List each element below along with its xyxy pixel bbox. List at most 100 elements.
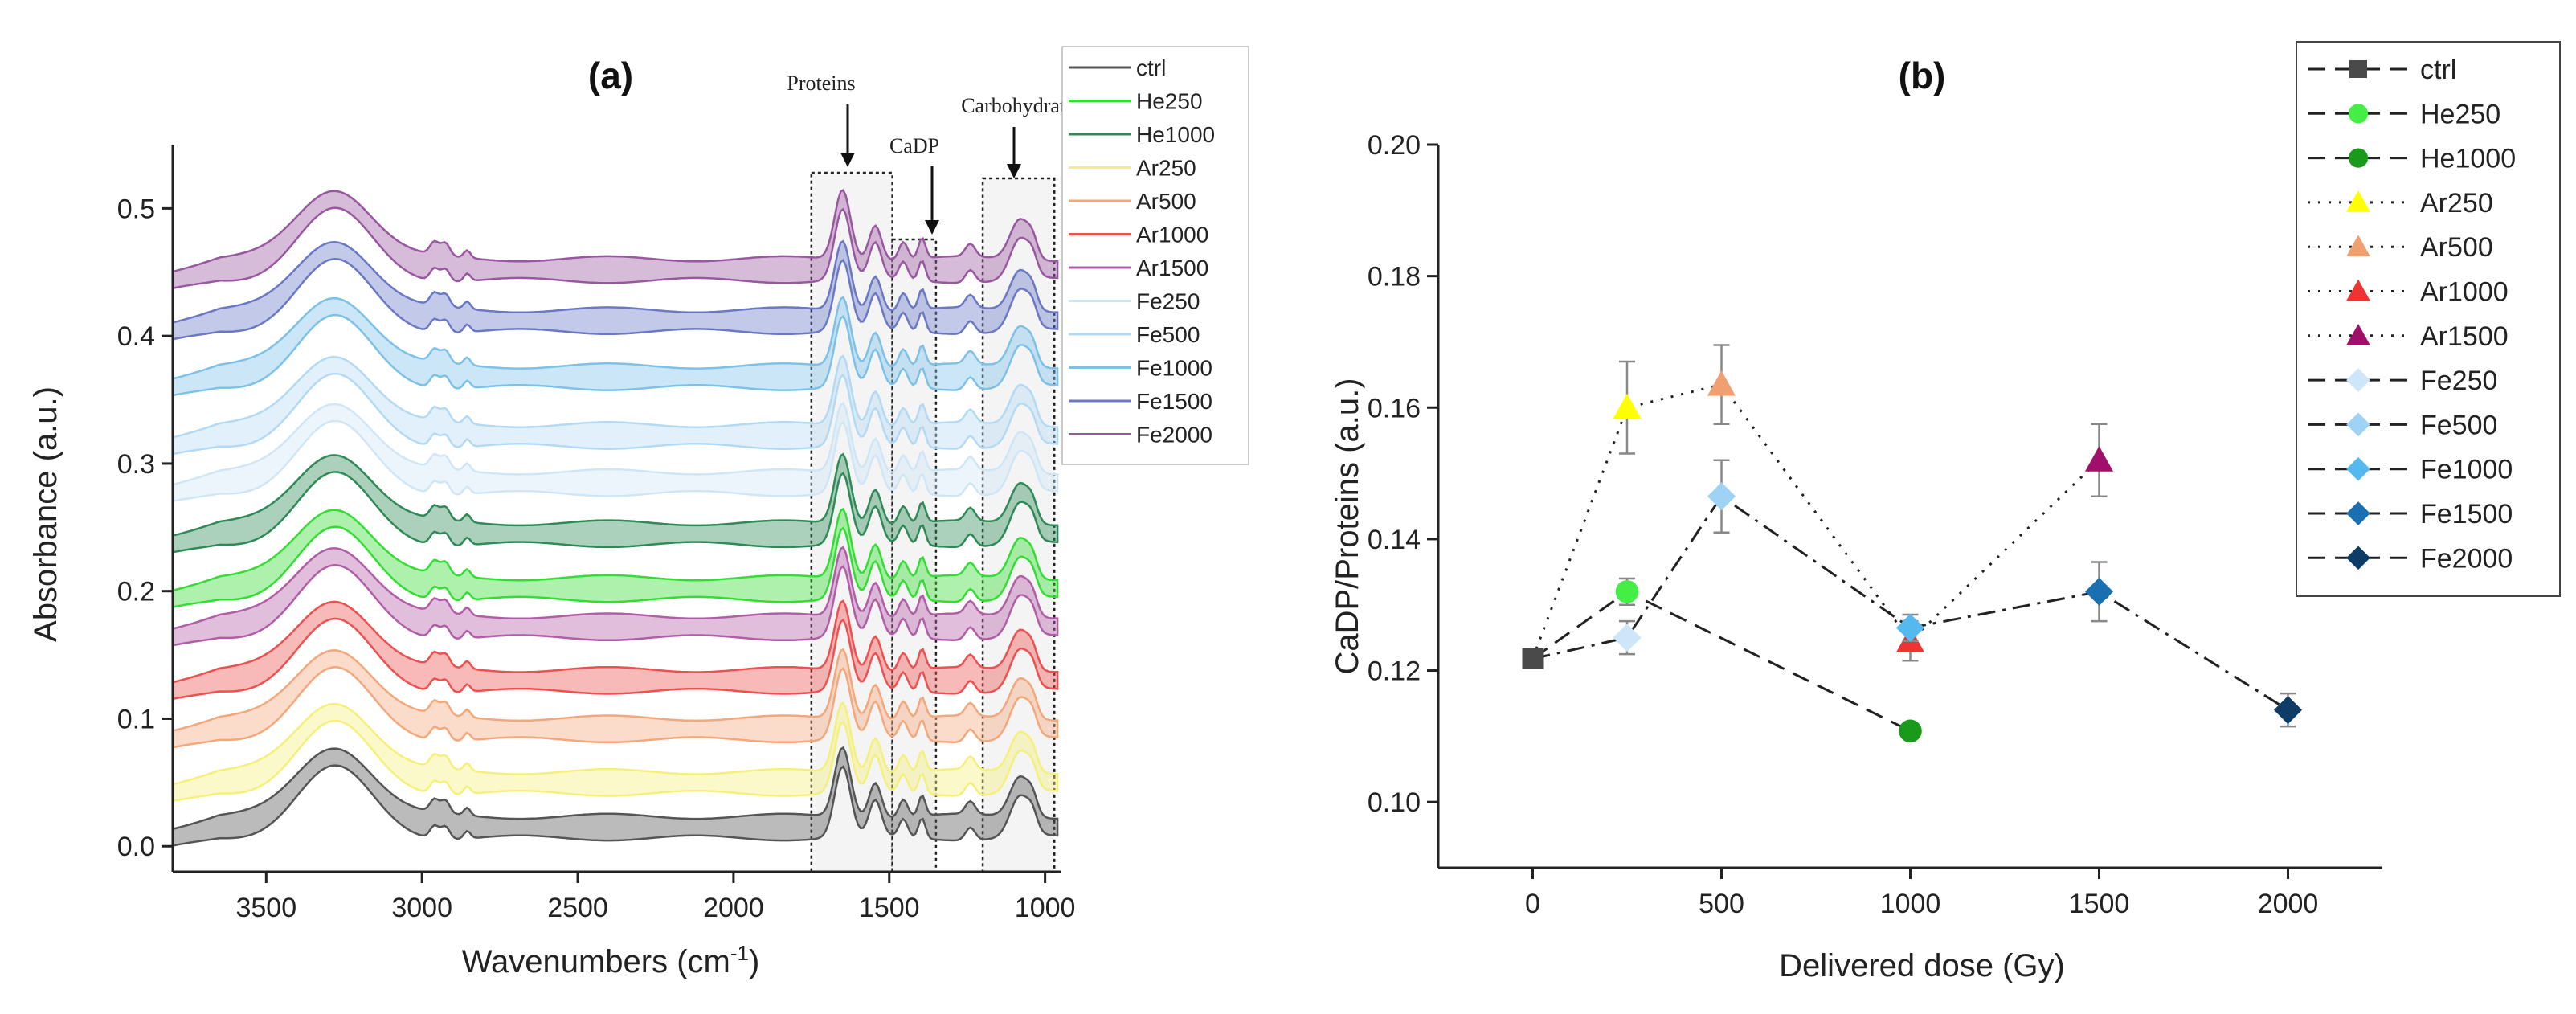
legend-b-marker-he250 [2348, 104, 2369, 124]
legend-b-label-fe250: Fe250 [2420, 366, 2497, 396]
legend-a-label-fe1000: Fe1000 [1136, 356, 1212, 381]
data-point-fe250 [1613, 624, 1642, 652]
legend-b-label-ar1000: Ar1000 [2420, 277, 2509, 308]
spectrum-ar1000 [171, 599, 1059, 701]
panel-a-spectra-lines [171, 188, 1059, 848]
panel-b-x-axis-label: Delivered dose (Gy) [1779, 948, 2065, 983]
legend-b-label-ar500: Ar500 [2420, 232, 2493, 263]
b-y-tick-label-0.18: 0.18 [1368, 262, 1421, 292]
legend-b-label-ctrl: ctrl [2420, 55, 2456, 85]
legend-a-label-ar250: Ar250 [1136, 156, 1196, 181]
b-y-tick-label-0.16: 0.16 [1368, 393, 1421, 423]
legend-b-box [2296, 41, 2561, 597]
b-x-tick-label-0: 0 [1525, 889, 1540, 919]
b-y-tick-label-0.1: 0.10 [1368, 787, 1421, 818]
legend-b-label-fe500: Fe500 [2420, 410, 2497, 440]
spectrum-ar1500 [171, 546, 1059, 647]
spectrum-he250 [171, 507, 1059, 609]
legend-a-label-fe1500: Fe1500 [1136, 389, 1212, 414]
spectrum-ar250 [171, 701, 1059, 803]
legend-b-marker-ar1500 [2346, 323, 2370, 345]
panel-a-y-axis-label: Absorbance (a.u.) [28, 386, 63, 642]
y-tick-label-0: 0.0 [117, 832, 155, 862]
y-tick-label-0.2: 0.2 [117, 577, 155, 607]
data-point-ar1500 [2084, 446, 2114, 472]
panel-b-axes: 0 500 1000 1500 2000 0.10 0.12 0.14 0.16 0.18 0.20 [1368, 130, 2382, 919]
legend-b-marker-fe250 [2346, 368, 2370, 392]
spectrum-fe2000 [171, 188, 1059, 290]
legend-b-label-fe2000: Fe2000 [2420, 543, 2513, 574]
b-x-tick-label-1000: 1000 [1880, 889, 1941, 919]
connecting-line-ar [1531, 382, 2100, 660]
x-tick-label-2000: 2000 [703, 893, 764, 923]
legend-b-marker-fe1000 [2346, 456, 2370, 481]
data-point-ctrl [1522, 648, 1544, 669]
b-y-tick-label-0.12: 0.12 [1368, 656, 1421, 687]
panel-a-axes: 3500 3000 2500 2000 1500 1000 0.0 0.1 0.2 0.3 0.4 0… [117, 72, 1083, 923]
data-point-fe500 [1707, 482, 1736, 511]
panel-a-title: (a) [588, 55, 633, 96]
legend-b-marker-fe1500 [2346, 501, 2370, 525]
b-y-tick-label-0.14: 0.14 [1368, 525, 1421, 555]
legend-a-label-ar500: Ar500 [1136, 189, 1196, 214]
legend-a-label-ctrl: ctrl [1136, 55, 1166, 80]
legend-b-label-ar250: Ar250 [2420, 188, 2493, 219]
legend-b-marker-ar500 [2346, 235, 2370, 257]
legend-b-label-he250: He250 [2420, 99, 2500, 129]
legend-a-label-fe250: Fe250 [1136, 289, 1200, 314]
data-point-ar500 [1707, 370, 1736, 396]
x-tick-label-1000: 1000 [1015, 893, 1076, 923]
data-point-he250 [1615, 580, 1639, 603]
data-point-fe1500 [2084, 577, 2114, 606]
legend-a-label-ar1000: Ar1000 [1136, 223, 1208, 247]
legend-b-marker-ctrl [2349, 60, 2367, 78]
legend-a-label-ar1500: Ar1500 [1136, 256, 1208, 280]
data-point-he1000 [1899, 719, 1922, 743]
data-point-fe1000 [1895, 613, 1925, 642]
panel-a-spectra: (a) Absorbance (a.u.) Wavenumbers (cm-1)… [28, 46, 1249, 979]
panel-a-x-axis-label: Wavenumbers (cm-1) [462, 941, 760, 979]
spectrum-fe1000 [171, 296, 1059, 397]
spectrum-fe1500 [171, 239, 1059, 341]
data-point-fe2000 [2273, 696, 2303, 725]
legend-b-label-ar1500: Ar1500 [2420, 321, 2509, 352]
spectrum-ar500 [171, 648, 1059, 749]
spectrum-ctrl [171, 746, 1059, 848]
legend-b-marker-fe2000 [2346, 546, 2370, 570]
y-tick-label-0.5: 0.5 [117, 194, 155, 224]
panel-a-legend: ctrl He250 He1000 Ar250 Ar500 Ar1000 Ar1500 Fe2… [1061, 46, 1249, 465]
legend-a-box [1061, 46, 1249, 465]
spectrum-fe250 [171, 402, 1059, 503]
legend-a-label-fe500: Fe500 [1136, 322, 1200, 347]
connecting-line-fe [1532, 494, 2289, 711]
x-tick-label-2500: 2500 [547, 893, 608, 923]
legend-b-marker-he1000 [2348, 148, 2369, 168]
y-tick-label-0.4: 0.4 [117, 321, 155, 352]
legend-a-label-fe2000: Fe2000 [1136, 423, 1212, 448]
panel-b-legend: ctrl He250 He1000 Ar250 Ar500 Ar1000 Ar1500 Fe2… [2296, 41, 2561, 597]
panel-b-data-points [1522, 344, 2303, 743]
legend-b-label-fe1000: Fe1000 [2420, 455, 2513, 485]
connecting-line-he [1531, 590, 1912, 733]
panel-b-connecting-lines [1531, 382, 2289, 733]
annotation-cadp: CaDP [889, 134, 939, 157]
y-tick-label-0.3: 0.3 [117, 449, 155, 480]
legend-b-label-he1000: He1000 [2420, 144, 2516, 174]
b-x-tick-label-500: 500 [1699, 889, 1744, 919]
legend-a-label-he1000: He1000 [1136, 122, 1215, 147]
legend-a-label-he250: He250 [1136, 89, 1203, 114]
spectrum-he1000 [171, 452, 1059, 554]
annotation-proteins: Proteins [787, 72, 855, 95]
x-tick-label-1500: 1500 [859, 893, 920, 923]
legend-b-label-fe1500: Fe1500 [2420, 499, 2513, 529]
region-box-carbohydrates [981, 177, 1056, 873]
panel-b-title: (b) [1899, 55, 1946, 96]
spectrum-fe500 [171, 354, 1059, 456]
panel-b-y-axis-label: CaDP/Proteins (a.u.) [1330, 378, 1365, 674]
b-x-tick-label-2000: 2000 [2258, 889, 2319, 919]
b-x-tick-label-1500: 1500 [2069, 889, 2130, 919]
annotation-arrowhead-proteins [840, 153, 855, 167]
panel-b-scatter: (b) CaDP/Proteins (a.u.) Delivered dose … [1330, 41, 2561, 983]
x-tick-label-3500: 3500 [235, 893, 296, 923]
